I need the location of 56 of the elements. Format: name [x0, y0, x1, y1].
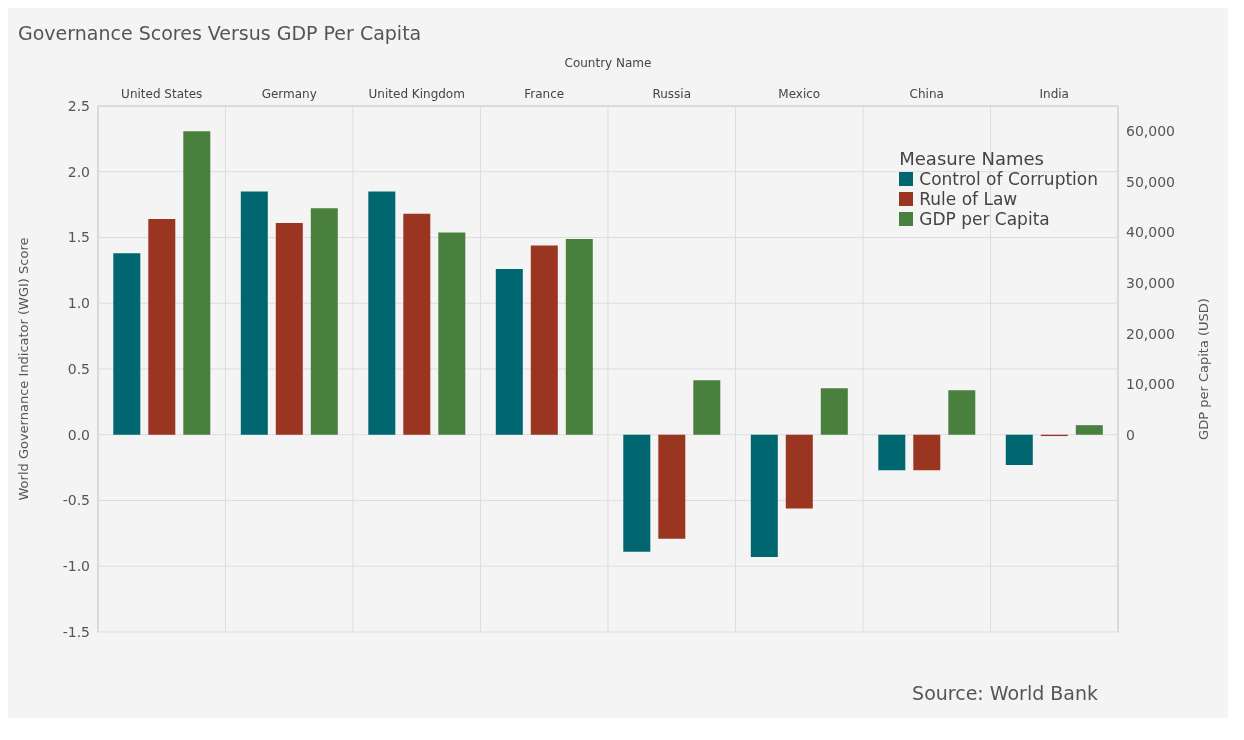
y2-axis-title: GDP per Capita (USD) [1195, 298, 1211, 440]
y2-tick-label: 10,000 [1126, 376, 1175, 393]
y-axis-title: World Governance Indicator (WGI) Score [15, 237, 31, 501]
bar [658, 434, 686, 539]
y2-tick-label: 30,000 [1126, 274, 1175, 291]
x-axis-title: Country Name [564, 55, 652, 70]
bar [368, 191, 396, 435]
bar [785, 434, 813, 509]
x-tick-label: China [909, 87, 944, 101]
y2-tick-label: 0 [1126, 426, 1135, 443]
legend-title: Measure Names [899, 148, 1045, 169]
x-tick-label: Russia [652, 87, 692, 101]
bar [530, 245, 558, 435]
bar [310, 208, 338, 435]
chart-title: Governance Scores Versus GDP Per Capita [17, 21, 423, 46]
x-tick-label: France [524, 87, 565, 101]
legend-label: Rule of Law [918, 189, 1019, 209]
x-tick-label: Germany [261, 87, 317, 101]
source-note: Source: World Bank [912, 682, 1098, 704]
bar [878, 434, 906, 471]
y-tick-label: -1.5 [62, 623, 90, 640]
bar [623, 434, 651, 552]
y-tick-label: 1.0 [67, 295, 90, 312]
y-tick-label: -0.5 [62, 492, 90, 509]
bar [913, 434, 941, 471]
y-tick-label: 2.5 [67, 97, 90, 114]
bar [495, 269, 523, 435]
bar [1005, 434, 1033, 465]
bar [1075, 425, 1103, 435]
bar [565, 239, 593, 435]
bar [693, 380, 721, 435]
bar [948, 390, 976, 435]
x-tick-label: United Kingdom [368, 87, 465, 101]
y-tick-label: 0.0 [67, 426, 90, 443]
bar [183, 131, 211, 435]
bar [148, 219, 176, 435]
y-tick-label: 2.0 [67, 163, 90, 180]
y-tick-label: 1.5 [67, 229, 90, 246]
y-tick-label: -1.0 [62, 558, 90, 575]
legend-label: GDP per Capita [918, 209, 1051, 229]
bar [820, 388, 848, 435]
y2-tick-label: 60,000 [1126, 123, 1175, 140]
bar [750, 434, 778, 558]
x-tick-label: Mexico [778, 87, 821, 101]
y2-tick-label: 50,000 [1126, 173, 1175, 190]
bar [113, 253, 141, 435]
y2-tick-label: 40,000 [1126, 224, 1175, 241]
bar [403, 213, 431, 435]
bar [438, 232, 466, 435]
legend-label: Control of Corruption [918, 169, 1098, 189]
x-tick-label: United States [121, 87, 203, 101]
x-tick-label: India [1039, 87, 1069, 101]
y2-tick-label: 20,000 [1126, 325, 1175, 342]
bar [275, 223, 303, 435]
bar [240, 191, 268, 435]
y-tick-label: 0.5 [67, 360, 90, 377]
